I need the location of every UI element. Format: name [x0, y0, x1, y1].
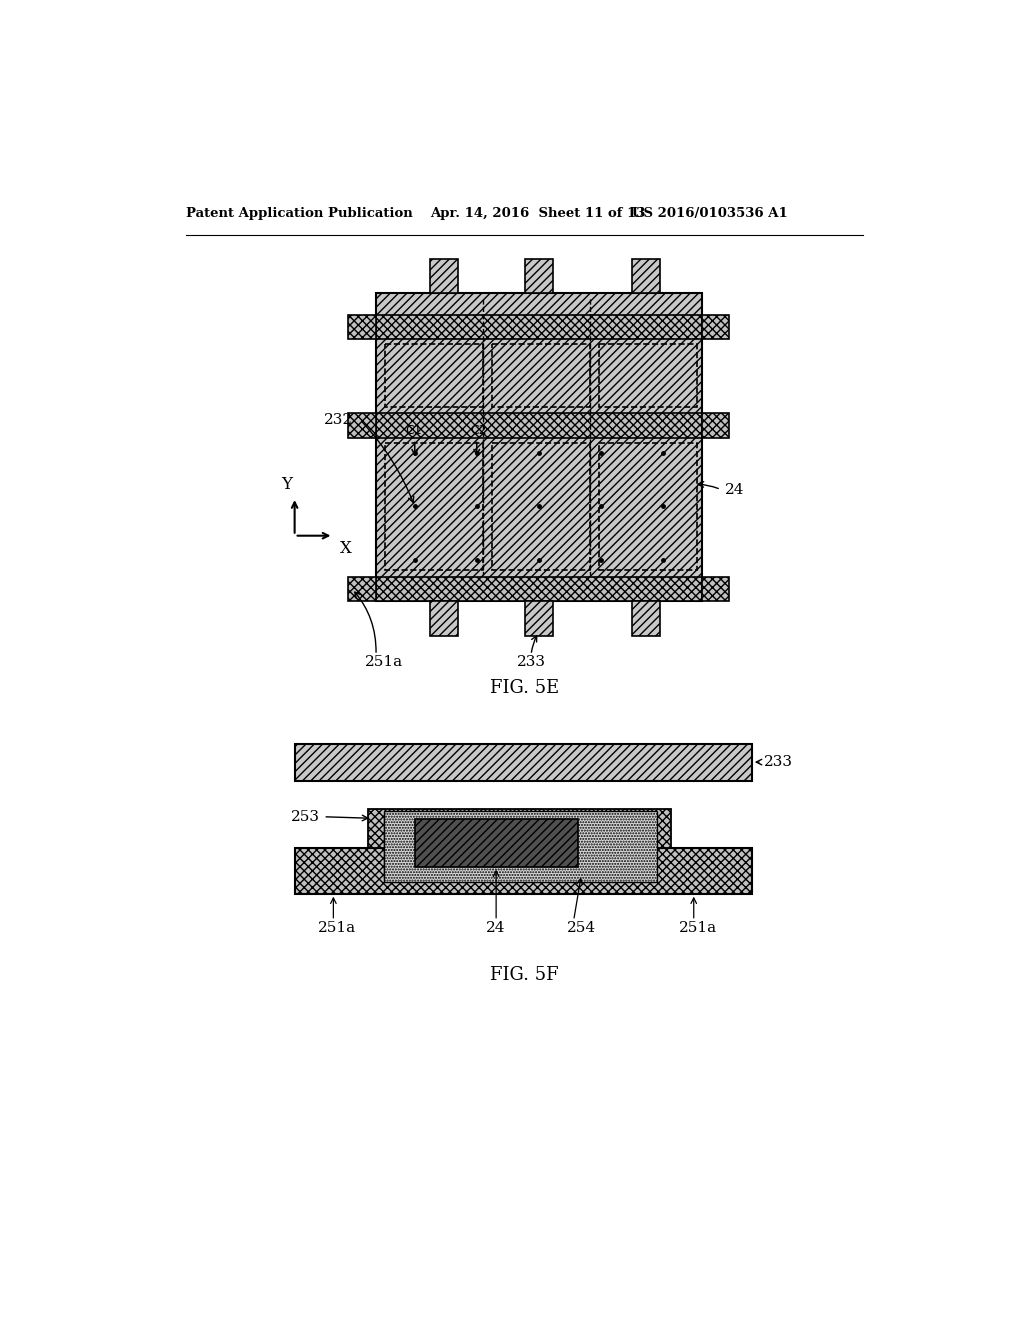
- Text: US 2016/0103536 A1: US 2016/0103536 A1: [632, 207, 787, 220]
- Bar: [384, 817, 655, 878]
- Bar: [376, 413, 701, 438]
- Text: Y: Y: [282, 477, 293, 494]
- Bar: [415, 818, 578, 867]
- Bar: [632, 601, 659, 636]
- Bar: [376, 577, 701, 601]
- Bar: [348, 577, 376, 601]
- Bar: [376, 293, 701, 601]
- Bar: [599, 442, 697, 570]
- Text: Patent Application Publication: Patent Application Publication: [186, 207, 413, 220]
- Bar: [295, 743, 752, 780]
- Text: 232: 232: [324, 413, 352, 428]
- Text: 251a: 251a: [679, 921, 717, 935]
- Text: 254: 254: [567, 921, 596, 935]
- Bar: [295, 847, 752, 894]
- Text: 251a: 251a: [318, 921, 356, 935]
- Text: X: X: [340, 540, 351, 557]
- Bar: [493, 345, 590, 407]
- Bar: [430, 601, 458, 636]
- Bar: [524, 259, 553, 293]
- Bar: [701, 314, 729, 339]
- Text: FIG. 5E: FIG. 5E: [490, 680, 559, 697]
- Text: Apr. 14, 2016  Sheet 11 of 13: Apr. 14, 2016 Sheet 11 of 13: [430, 207, 645, 220]
- Text: C1: C1: [404, 424, 422, 437]
- Text: 251a: 251a: [365, 655, 402, 669]
- Bar: [701, 577, 729, 601]
- Text: FIG. 5F: FIG. 5F: [490, 966, 559, 983]
- Text: 24: 24: [486, 921, 506, 935]
- Text: C2: C2: [470, 424, 486, 437]
- Text: 24: 24: [725, 483, 744, 496]
- Bar: [524, 601, 553, 636]
- Bar: [493, 442, 590, 570]
- Bar: [348, 413, 376, 438]
- Bar: [430, 259, 458, 293]
- Bar: [632, 259, 659, 293]
- Bar: [376, 314, 701, 339]
- Bar: [385, 442, 483, 570]
- Text: 233: 233: [516, 655, 546, 669]
- Bar: [701, 413, 729, 438]
- Bar: [599, 345, 697, 407]
- Bar: [384, 812, 656, 882]
- Bar: [369, 809, 671, 847]
- Text: 233: 233: [764, 755, 793, 770]
- Bar: [348, 314, 376, 339]
- Text: 253: 253: [291, 809, 321, 824]
- Bar: [385, 345, 483, 407]
